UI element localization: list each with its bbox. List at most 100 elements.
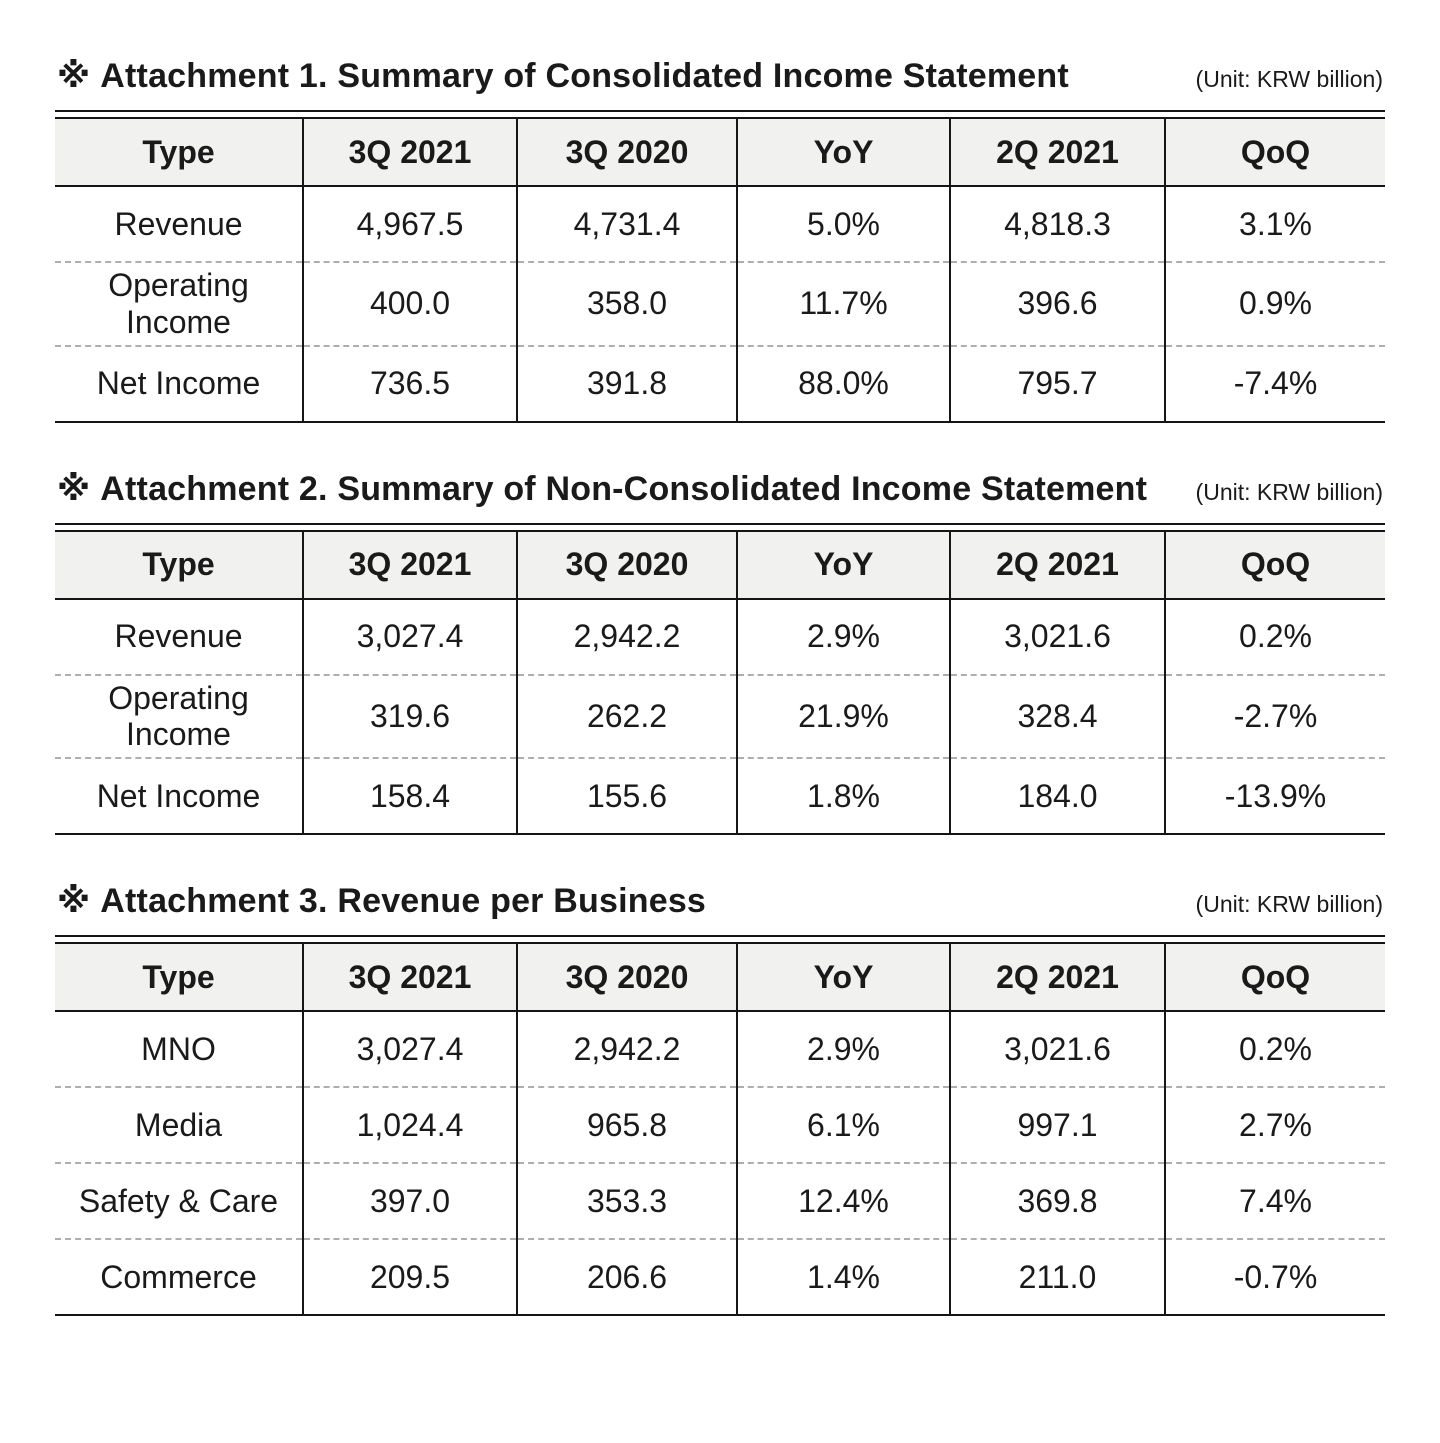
table-row-media: Media 1,024.4 965.8 6.1% 997.1 2.7% xyxy=(55,1086,1385,1164)
col-header-yoy: YoY xyxy=(736,118,950,187)
row-label: Media xyxy=(55,1086,303,1164)
unit-label: (Unit: KRW billion) xyxy=(1195,66,1383,92)
attachment-2-section: ※ Attachment 2. Summary of Non-Consolidat… xyxy=(55,469,1385,836)
table-cell: 400.0 xyxy=(302,261,517,346)
table-row-commerce: Commerce 209.5 206.6 1.4% 211.0 -0.7% xyxy=(55,1238,1385,1316)
row-label: Net Income xyxy=(55,757,303,835)
attachment-2-title-text: Attachment 2. Summary of Non-Consolidate… xyxy=(100,469,1148,508)
col-header-3q2020: 3Q 2020 xyxy=(516,118,737,187)
consolidated-income-table: Type 3Q 2021 3Q 2020 YoY 2Q 2021 QoQ Rev… xyxy=(55,117,1385,423)
table-cell: 3,027.4 xyxy=(302,1011,517,1088)
row-label: Net Income xyxy=(55,344,303,422)
row-label: MNO xyxy=(55,1011,303,1088)
attachment-3-title-row: ※ Attachment 3. Revenue per Business (Uni… xyxy=(55,881,1385,921)
table-cell: 0.9% xyxy=(1164,261,1385,346)
table-cell: 184.0 xyxy=(949,757,1165,835)
col-header-yoy: YoY xyxy=(736,943,950,1013)
table-row-operating-income: Operating Income 400.0 358.0 11.7% 396.6… xyxy=(55,261,1385,346)
table-row-revenue: Revenue 4,967.5 4,731.4 5.0% 4,818.3 3.1… xyxy=(55,186,1385,262)
col-header-qoq: QoQ xyxy=(1164,118,1385,187)
table-cell: 1,024.4 xyxy=(302,1086,517,1164)
table-cell: 0.2% xyxy=(1164,598,1385,675)
attachment-2-title: ※ Attachment 2. Summary of Non-Consolidat… xyxy=(57,469,1147,509)
col-header-qoq: QoQ xyxy=(1164,943,1385,1013)
revenue-per-business-table: Type 3Q 2021 3Q 2020 YoY 2Q 2021 QoQ MNO… xyxy=(55,942,1385,1317)
col-header-2q2021: 2Q 2021 xyxy=(949,118,1165,187)
table-cell: 3,021.6 xyxy=(949,1011,1165,1088)
attachment-2-title-row: ※ Attachment 2. Summary of Non-Consolidat… xyxy=(55,469,1385,509)
reference-mark-icon: ※ xyxy=(57,882,91,921)
table-cell: 369.8 xyxy=(949,1162,1165,1240)
attachment-3-section: ※ Attachment 3. Revenue per Business (Uni… xyxy=(55,881,1385,1317)
col-header-yoy: YoY xyxy=(736,530,950,600)
col-header-type: Type xyxy=(55,118,303,187)
table-cell: 3.1% xyxy=(1164,186,1385,262)
col-header-3q2021: 3Q 2021 xyxy=(302,118,517,187)
unit-label: (Unit: KRW billion) xyxy=(1195,891,1383,918)
col-header-2q2021: 2Q 2021 xyxy=(949,943,1165,1013)
table-cell: 3,021.6 xyxy=(949,598,1165,675)
table-cell: 391.8 xyxy=(516,344,737,422)
attachment-1-title: ※ Attachment 1. Summary of Consolidated I… xyxy=(57,56,1069,96)
col-header-3q2021: 3Q 2021 xyxy=(302,530,517,600)
table-cell: 397.0 xyxy=(302,1162,517,1240)
table-cell: 155.6 xyxy=(516,757,737,835)
table-cell: -0.7% xyxy=(1164,1238,1385,1316)
table-row-net-income: Net Income 736.5 391.8 88.0% 795.7 -7.4% xyxy=(55,344,1385,422)
table-cell: 2.9% xyxy=(736,598,950,675)
row-label: Operating Income xyxy=(55,673,303,759)
table-cell: 88.0% xyxy=(736,344,950,422)
table-cell: 12.4% xyxy=(736,1162,950,1240)
attachment-3-title-text: Attachment 3. Revenue per Business xyxy=(100,882,707,921)
attachment-1-section: ※ Attachment 1. Summary of Consolidated I… xyxy=(55,56,1385,423)
table-cell: 4,818.3 xyxy=(949,186,1165,262)
table-cell: -13.9% xyxy=(1164,757,1385,835)
table-cell: 358.0 xyxy=(516,261,737,346)
non-consolidated-income-table-frame: Type 3Q 2021 3Q 2020 YoY 2Q 2021 QoQ Rev… xyxy=(55,522,1385,836)
table-row-revenue: Revenue 3,027.4 2,942.2 2.9% 3,021.6 0.2… xyxy=(55,598,1385,675)
table-header-row: Type 3Q 2021 3Q 2020 YoY 2Q 2021 QoQ xyxy=(55,118,1385,187)
table-row-mno: MNO 3,027.4 2,942.2 2.9% 3,021.6 0.2% xyxy=(55,1011,1385,1088)
reference-mark-icon: ※ xyxy=(57,469,91,508)
table-cell: -7.4% xyxy=(1164,344,1385,422)
unit-label: (Unit: KRW billion) xyxy=(1195,478,1383,505)
table-cell: 328.4 xyxy=(949,673,1165,759)
table-cell: 21.9% xyxy=(736,673,950,759)
row-label: Revenue xyxy=(55,598,303,675)
attachment-1-title-row: ※ Attachment 1. Summary of Consolidated I… xyxy=(55,56,1385,96)
table-cell: 7.4% xyxy=(1164,1162,1385,1240)
row-label: Commerce xyxy=(55,1238,303,1316)
attachment-3-title: ※ Attachment 3. Revenue per Business xyxy=(57,881,706,921)
table-cell: 262.2 xyxy=(516,673,737,759)
table-cell: 4,731.4 xyxy=(516,186,737,262)
row-label: Operating Income xyxy=(55,261,303,346)
row-label: Safety & Care xyxy=(55,1162,303,1240)
table-cell: 2.7% xyxy=(1164,1086,1385,1164)
table-cell: 1.4% xyxy=(736,1238,950,1316)
table-cell: 209.5 xyxy=(302,1238,517,1316)
table-cell: 2.9% xyxy=(736,1011,950,1088)
table-cell: 6.1% xyxy=(736,1086,950,1164)
table-cell: 3,027.4 xyxy=(302,598,517,675)
table-header-row: Type 3Q 2021 3Q 2020 YoY 2Q 2021 QoQ xyxy=(55,943,1385,1013)
row-label: Revenue xyxy=(55,186,303,262)
table-cell: 319.6 xyxy=(302,673,517,759)
table-row-operating-income: Operating Income 319.6 262.2 21.9% 328.4… xyxy=(55,673,1385,759)
table-cell: 4,967.5 xyxy=(302,186,517,262)
col-header-3q2020: 3Q 2020 xyxy=(516,530,737,600)
consolidated-income-table-frame: Type 3Q 2021 3Q 2020 YoY 2Q 2021 QoQ Rev… xyxy=(55,110,1385,423)
table-cell: 11.7% xyxy=(736,261,950,346)
col-header-qoq: QoQ xyxy=(1164,530,1385,600)
col-header-2q2021: 2Q 2021 xyxy=(949,530,1165,600)
table-cell: 5.0% xyxy=(736,186,950,262)
reference-mark-icon: ※ xyxy=(57,57,91,95)
table-cell: -2.7% xyxy=(1164,673,1385,759)
table-row-net-income: Net Income 158.4 155.6 1.8% 184.0 -13.9% xyxy=(55,757,1385,835)
table-cell: 795.7 xyxy=(949,344,1165,422)
table-cell: 2,942.2 xyxy=(516,1011,737,1088)
col-header-3q2021: 3Q 2021 xyxy=(302,943,517,1013)
table-cell: 211.0 xyxy=(949,1238,1165,1316)
revenue-per-business-table-frame: Type 3Q 2021 3Q 2020 YoY 2Q 2021 QoQ MNO… xyxy=(55,935,1385,1317)
table-cell: 158.4 xyxy=(302,757,517,835)
